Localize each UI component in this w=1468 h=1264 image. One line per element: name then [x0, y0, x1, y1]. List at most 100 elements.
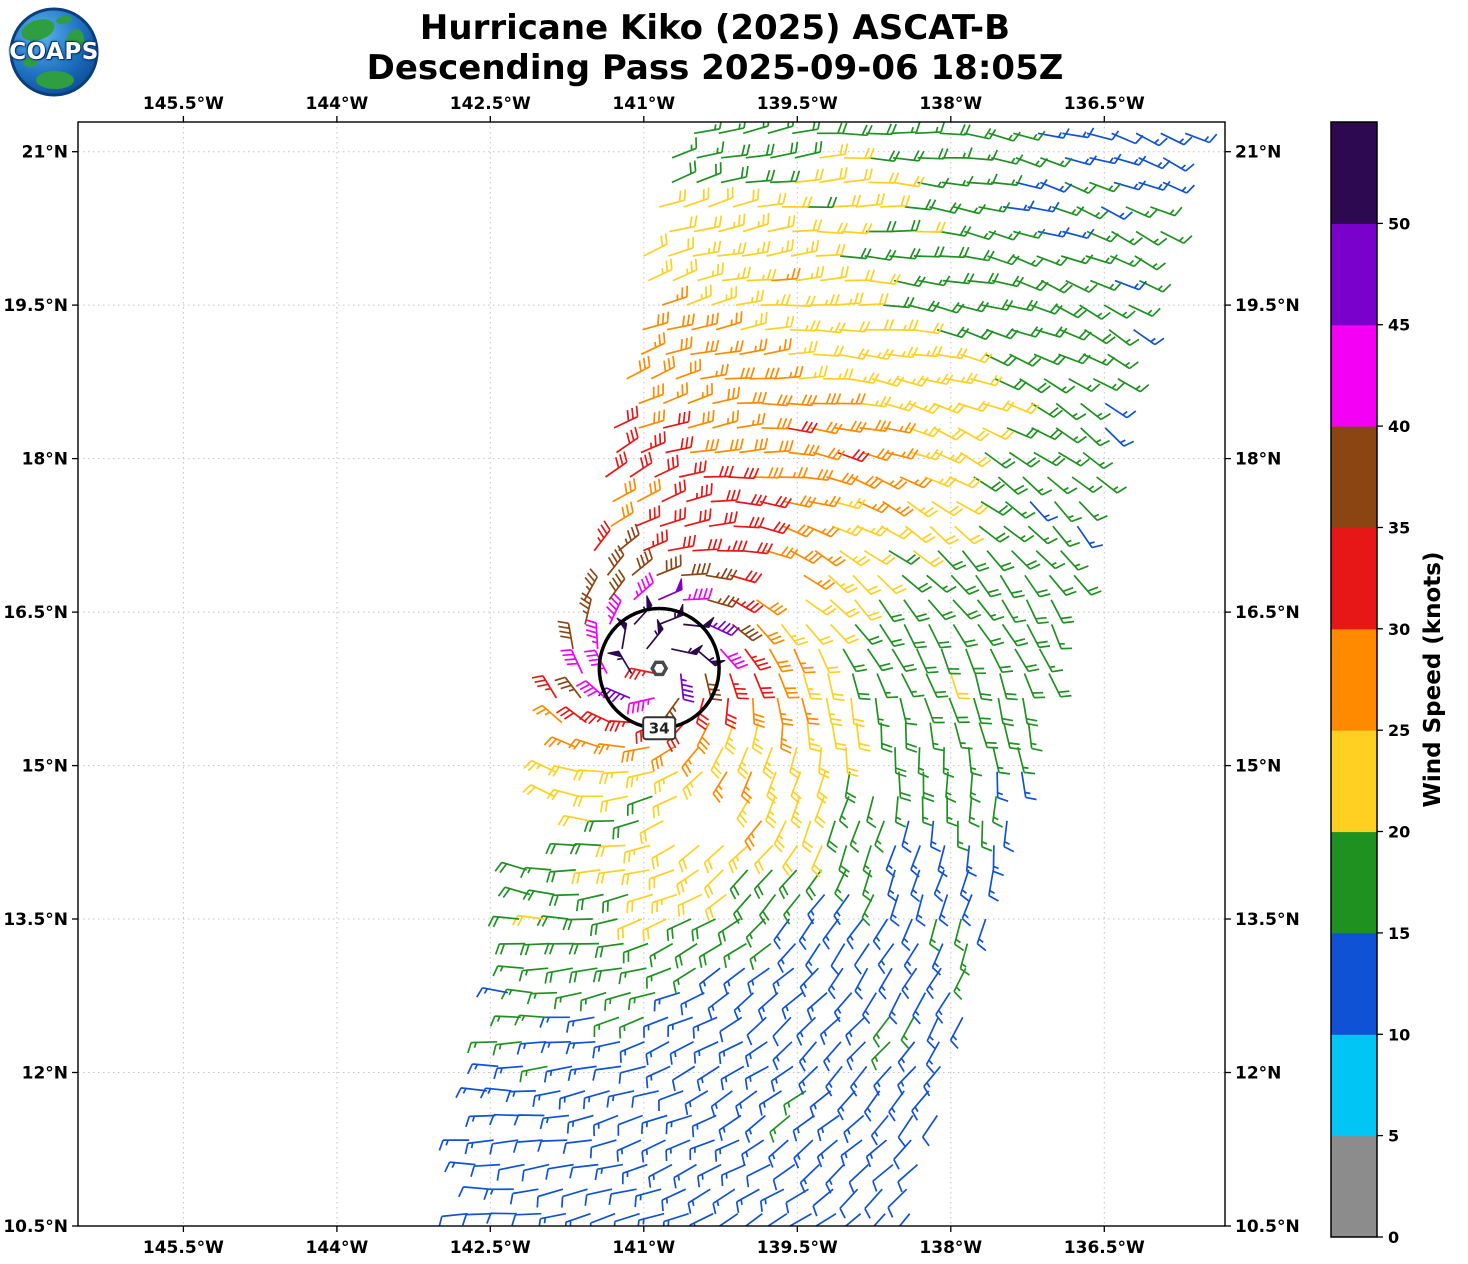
- colorbar-band: [1331, 932, 1377, 1035]
- wind-barb: [780, 623, 809, 646]
- wind-barb: [679, 673, 695, 703]
- wind-barb: [940, 648, 961, 675]
- wind-barb: [730, 570, 763, 584]
- wind-barb: [739, 437, 769, 454]
- wind-barb: [762, 746, 774, 780]
- wind-barb: [571, 869, 601, 885]
- wind-barb: [931, 943, 944, 976]
- wind-barb: [772, 967, 795, 995]
- wind-barb: [1001, 623, 1029, 647]
- wind-barb: [733, 516, 765, 529]
- wind-barb: [712, 771, 728, 803]
- wind-barb: [531, 674, 558, 699]
- wind-barb: [798, 365, 829, 380]
- wind-barb: [1128, 304, 1161, 317]
- lon-tick-label-top: 144°W: [306, 94, 369, 114]
- wind-barb: [945, 771, 957, 803]
- wind-barb: [897, 1163, 919, 1193]
- wind-barb-field: [438, 122, 1218, 1226]
- wind-barb: [1026, 624, 1051, 649]
- wind-barb: [606, 592, 622, 625]
- wind-barb: [801, 820, 814, 853]
- wind-barb: [843, 147, 875, 160]
- wind-barb: [788, 1212, 812, 1226]
- wind-barb: [708, 186, 734, 208]
- wind-barb: [903, 624, 927, 649]
- wind-barb: [853, 943, 870, 975]
- wind-barb: [978, 525, 1010, 543]
- wind-barb: [1114, 279, 1147, 291]
- wind-barb: [1011, 255, 1045, 268]
- wind-barb: [1080, 427, 1110, 447]
- lat-tick-label-left: 13.5°N: [3, 910, 68, 930]
- wind-barb: [795, 265, 825, 282]
- wind-barb: [486, 1212, 517, 1224]
- wind-barb: [521, 1163, 550, 1182]
- wind-barb: [903, 599, 930, 622]
- wind-barb: [714, 1139, 740, 1162]
- wind-barb: [618, 1065, 646, 1084]
- wind-barb: [653, 770, 679, 795]
- wind-barb: [901, 574, 933, 593]
- lat-tick-label-right: 21°N: [1235, 143, 1281, 163]
- wind-barb: [928, 624, 952, 649]
- wind-barb: [888, 1090, 905, 1122]
- wind-barb: [723, 967, 746, 995]
- title-line-1: Hurricane Kiko (2025) ASCAT-B: [419, 8, 1011, 48]
- colorbar-band: [1331, 527, 1377, 630]
- wind-barb: [1004, 500, 1036, 519]
- wind-barb: [583, 819, 615, 833]
- wind-barb: [479, 1087, 512, 1099]
- wind-barb: [889, 247, 921, 260]
- wind-barb: [1092, 378, 1126, 392]
- wind-barb: [967, 747, 983, 777]
- wind-barb: [766, 771, 778, 804]
- wind-barb: [954, 525, 984, 545]
- wind-barb: [1036, 255, 1069, 267]
- wind-barb: [955, 500, 989, 515]
- wind-barb: [884, 422, 917, 434]
- colorbar-tick-label: 35: [1388, 519, 1410, 538]
- wind-barb: [744, 648, 772, 671]
- wind-barb: [833, 992, 853, 1023]
- wind-barb: [973, 476, 1006, 492]
- wind-barb: [972, 697, 993, 725]
- wind-barb: [830, 943, 846, 975]
- wind-barb: [692, 240, 722, 257]
- wind-barb: [728, 467, 760, 480]
- wind-barb: [759, 1188, 785, 1212]
- wind-barb: [1058, 352, 1091, 365]
- lat-tick-label-left: 18°N: [22, 450, 68, 470]
- wind-barb: [522, 889, 555, 901]
- wind-barb: [843, 168, 873, 184]
- wind-barb: [915, 221, 946, 233]
- wind-barb: [1080, 402, 1111, 421]
- wind-barb: [458, 1186, 490, 1198]
- wind-barb: [662, 382, 689, 405]
- lat-tick-label-left: 10.5°N: [3, 1217, 68, 1237]
- wind-barb: [777, 466, 809, 479]
- wind-barb: [874, 820, 885, 853]
- wind-barb: [884, 400, 917, 412]
- wind-barb: [776, 697, 794, 727]
- wind-barb: [777, 943, 797, 973]
- wind-barb: [718, 122, 746, 135]
- wind-barb: [652, 795, 678, 819]
- lat-tick-label-left: 15°N: [22, 757, 68, 777]
- wind-barb: [561, 1188, 588, 1208]
- wind-barb: [688, 1212, 714, 1226]
- wind-barb: [642, 918, 667, 942]
- wind-barb: [862, 348, 895, 361]
- wind-barb: [837, 348, 870, 360]
- wind-barb: [749, 367, 780, 380]
- wind-barb: [903, 943, 920, 975]
- wind-barb: [616, 1139, 642, 1162]
- wind-barb: [877, 943, 895, 975]
- wind-barb: [1134, 255, 1167, 271]
- wind-barb: [866, 796, 877, 829]
- wind-barb: [754, 844, 774, 875]
- wind-barb: [855, 722, 871, 752]
- lon-tick-label-bottom: 136.5°W: [1064, 1238, 1145, 1258]
- wind-barb: [677, 893, 703, 917]
- wind-barb: [544, 967, 573, 984]
